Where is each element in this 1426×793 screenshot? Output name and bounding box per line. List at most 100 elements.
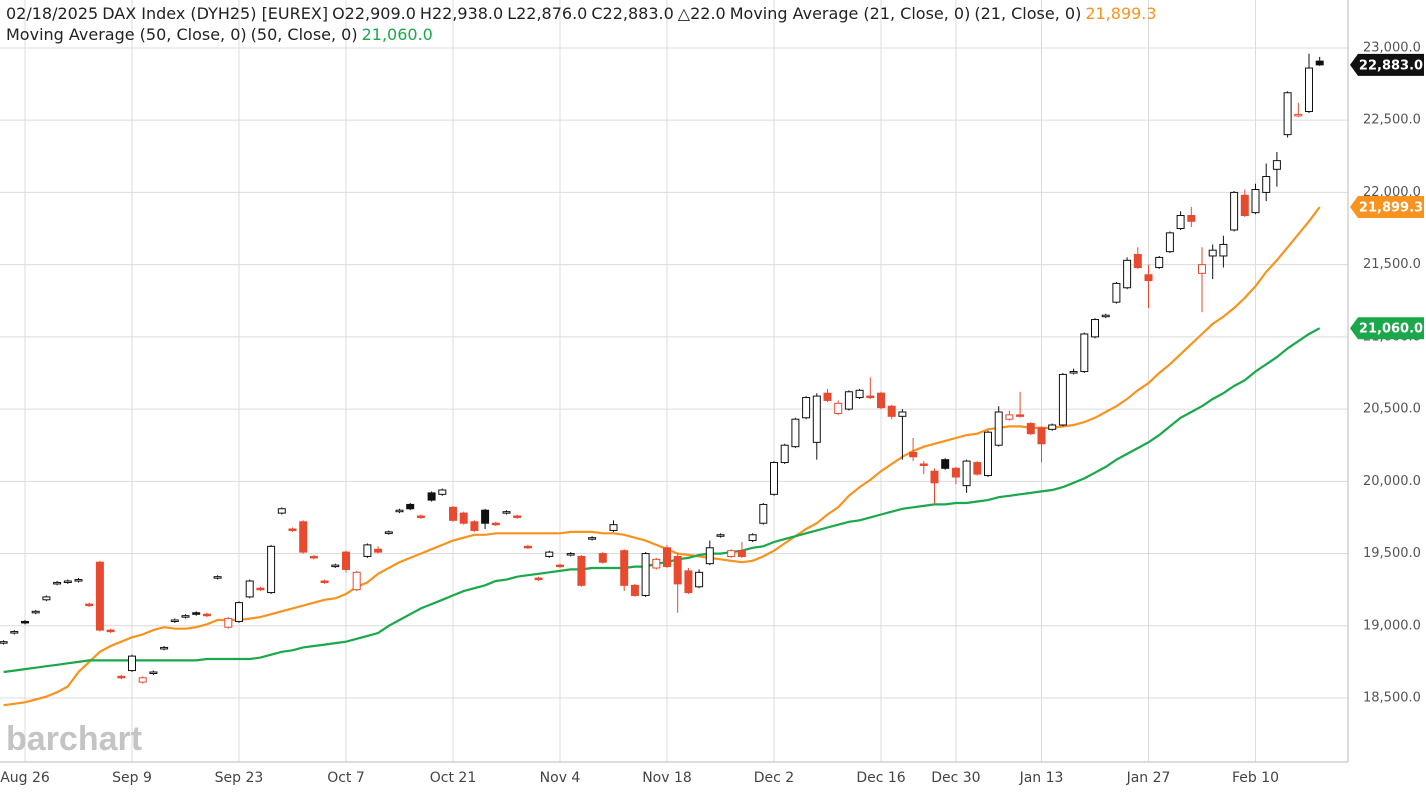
candle-body — [652, 558, 661, 569]
x-tick-label: Sep 9 — [112, 770, 152, 786]
candle-body — [277, 508, 286, 514]
candle-body — [352, 571, 361, 591]
ohlc: C22,883.0 — [591, 4, 674, 23]
x-tick-label: Oct 21 — [430, 770, 476, 786]
candle-body — [684, 570, 693, 594]
candle-body — [384, 531, 393, 534]
candle-body — [780, 444, 789, 464]
candle-body — [577, 555, 586, 586]
price-badge-label: 22,883.0 — [1359, 58, 1423, 73]
candle-body — [1080, 333, 1089, 373]
date: 02/18/2025 — [6, 4, 99, 23]
price-badge — [1350, 317, 1424, 340]
y-tick-label: 23,000.0 — [1363, 40, 1421, 55]
watermark: barchart — [6, 720, 142, 758]
moving-average-line — [3, 206, 1321, 707]
candle-body — [117, 675, 126, 679]
candle-body — [470, 521, 479, 531]
candle-body — [85, 603, 94, 607]
candle-body — [545, 551, 554, 557]
y-tick-label: 21,500.0 — [1363, 257, 1421, 272]
candle-body — [1262, 176, 1271, 193]
candle-body — [160, 646, 169, 650]
x-tick-label: Nov 18 — [642, 770, 692, 786]
candle-body — [1069, 371, 1078, 374]
candle-body — [984, 431, 992, 477]
x-tick-label: Dec 16 — [856, 770, 905, 786]
candle-body — [556, 564, 564, 568]
candle-body — [609, 524, 618, 531]
candle-body — [1305, 67, 1313, 113]
x-tick-label: Dec 2 — [754, 770, 794, 786]
candle-body — [202, 613, 211, 617]
legend: 02/18/2025 DAX Index (DYH25) [EUREX] O22,9… — [6, 3, 1161, 45]
candle-body — [877, 392, 885, 409]
candle-body — [1005, 414, 1014, 420]
candle-body — [213, 576, 222, 579]
candle-body — [791, 418, 800, 448]
x-tick-label: Oct 7 — [327, 770, 365, 786]
candle-body — [705, 547, 714, 565]
candle-body — [855, 389, 864, 399]
candle-body — [1123, 259, 1132, 289]
price-badge-label: 21,060.0 — [1359, 322, 1423, 337]
y-tick-label: 20,500.0 — [1363, 402, 1421, 417]
candle-body — [1176, 215, 1185, 230]
candle-body — [416, 515, 425, 518]
price-badge — [1350, 53, 1424, 76]
candle-body — [63, 580, 72, 583]
candle-body — [1101, 314, 1110, 318]
candle-body — [663, 547, 671, 568]
candle-body — [898, 411, 907, 417]
change: △22.0 — [677, 4, 726, 23]
candle-body — [128, 655, 136, 672]
candle-body — [1187, 215, 1196, 222]
candle-body — [941, 459, 950, 469]
y-tick-label: 19,500.0 — [1363, 546, 1421, 561]
candle-body — [320, 580, 329, 583]
candle-body — [737, 550, 746, 557]
candle-body — [534, 577, 543, 581]
x-tick-label: Sep 23 — [215, 770, 264, 786]
candle-body — [406, 503, 415, 510]
x-tick-label: Jan 27 — [1126, 770, 1171, 786]
candle-body — [74, 579, 83, 582]
candle-body — [919, 463, 928, 466]
x-tick-label: Feb 10 — [1232, 770, 1279, 786]
candle-body — [994, 411, 1003, 446]
x-tick-label: Nov 4 — [540, 770, 581, 786]
candle-body — [21, 620, 29, 624]
x-tick-label: Dec 30 — [931, 770, 980, 786]
candle-body — [887, 405, 896, 417]
candle-body — [759, 503, 768, 524]
candle-body — [1272, 160, 1281, 170]
candle-body — [459, 512, 468, 524]
candle-body — [1198, 264, 1206, 274]
candle-body — [449, 506, 457, 521]
legend-params: (50, Close, 0) — [250, 25, 358, 44]
y-tick-label: 20,000.0 — [1363, 474, 1421, 489]
y-tick-label: 22,500.0 — [1363, 113, 1421, 128]
candle-body — [1219, 243, 1228, 257]
candle-body — [695, 571, 704, 588]
candle-body — [95, 561, 104, 631]
candle-body — [53, 581, 62, 585]
moving-average-line — [3, 327, 1321, 674]
candle-body — [588, 537, 597, 540]
candle-body — [598, 553, 607, 563]
candle-body — [951, 467, 960, 478]
candle-body — [427, 492, 436, 501]
candle-body — [1283, 92, 1292, 136]
candle-body — [10, 631, 19, 634]
candle-body — [395, 509, 404, 513]
candle-body — [909, 451, 918, 458]
candle-body — [106, 629, 115, 633]
x-tick-label: Jan 13 — [1019, 770, 1064, 786]
candle-body — [267, 545, 276, 594]
candle-body — [299, 521, 308, 553]
candle-body — [630, 584, 639, 596]
candle-body — [138, 677, 147, 683]
candle-body — [523, 545, 532, 549]
candle-body — [866, 395, 875, 399]
